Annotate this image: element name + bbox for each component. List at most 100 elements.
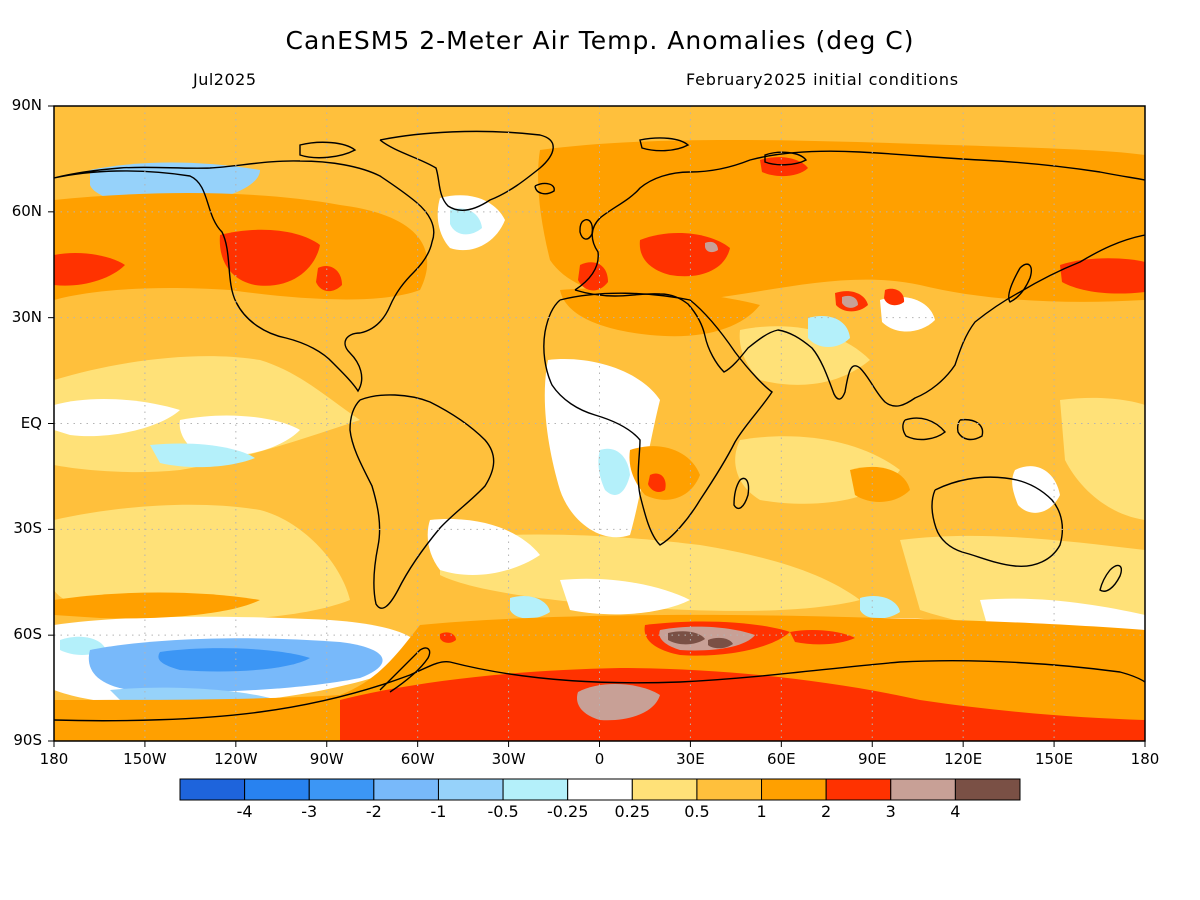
anomaly-region bbox=[705, 241, 718, 253]
coastline bbox=[902, 417, 946, 441]
colorbar bbox=[179, 778, 1021, 801]
anomaly-region bbox=[1012, 466, 1060, 513]
anomaly-region bbox=[598, 448, 630, 495]
lon-tick-label: 180 bbox=[1130, 750, 1160, 768]
colorbar-swatch bbox=[825, 778, 892, 801]
anomaly-region bbox=[440, 534, 860, 611]
anomaly-region bbox=[54, 504, 350, 620]
anomaly-region bbox=[316, 265, 342, 292]
colorbar-label: 0.5 bbox=[684, 802, 710, 821]
anomaly-region bbox=[708, 637, 733, 649]
anomaly-region bbox=[54, 253, 125, 286]
anomaly-region bbox=[760, 157, 808, 177]
lat-tick-label: EQ bbox=[20, 413, 42, 432]
anomaly-region bbox=[219, 229, 320, 286]
colorbar-swatch bbox=[696, 778, 763, 801]
colorbar-swatch bbox=[954, 778, 1021, 801]
coastline bbox=[349, 394, 495, 609]
anomaly-field bbox=[54, 140, 1145, 741]
lon-tick-label: 60W bbox=[400, 750, 435, 768]
coastline bbox=[579, 218, 594, 240]
lon-tick-label: 180 bbox=[39, 750, 69, 768]
colorbar-label: -0.25 bbox=[546, 802, 589, 821]
lon-tick-label: 150E bbox=[1035, 750, 1074, 768]
anomaly-region bbox=[808, 316, 850, 347]
coastline bbox=[54, 660, 1145, 722]
lon-tick-label: 60E bbox=[767, 750, 796, 768]
anomaly-region bbox=[850, 466, 910, 502]
map-title: CanESM5 2-Meter Air Temp. Anomalies (deg… bbox=[285, 26, 915, 55]
colorbar-swatch bbox=[437, 778, 504, 801]
coastline bbox=[379, 130, 554, 211]
colorbar-label: -4 bbox=[236, 802, 253, 821]
coastline bbox=[639, 137, 690, 152]
colorbar-label: -0.5 bbox=[487, 802, 519, 821]
anomaly-region bbox=[884, 288, 905, 306]
lon-tick-label: 150W bbox=[123, 750, 167, 768]
anomaly-region bbox=[860, 595, 900, 619]
colorbar-label: 1 bbox=[756, 802, 767, 821]
anomaly-region bbox=[576, 684, 660, 721]
colorbar-swatch bbox=[567, 778, 633, 801]
colorbar-label: 3 bbox=[885, 802, 896, 821]
anomaly-region bbox=[560, 578, 690, 615]
lat-tick-label: 30N bbox=[11, 307, 42, 326]
coastline bbox=[574, 150, 1145, 291]
anomaly-region bbox=[538, 140, 1145, 302]
lon-tick-label: 90E bbox=[857, 750, 887, 768]
coastlines bbox=[54, 130, 1145, 722]
colorbar-swatch bbox=[373, 778, 439, 801]
anomaly-region bbox=[54, 592, 260, 619]
lon-tick-label: 30E bbox=[676, 750, 705, 768]
colorbar-label: -2 bbox=[365, 802, 382, 821]
anomaly-region bbox=[578, 262, 608, 291]
anomaly-region bbox=[54, 356, 360, 473]
anomaly-region bbox=[427, 519, 540, 575]
anomaly-region bbox=[629, 446, 700, 500]
colorbar-swatch bbox=[244, 778, 310, 801]
coastline bbox=[733, 477, 750, 510]
colorbar-label: -3 bbox=[301, 802, 318, 821]
lon-tick-label: 120E bbox=[944, 750, 983, 768]
anomaly-region bbox=[150, 443, 255, 468]
coastline bbox=[1099, 564, 1122, 592]
coastline bbox=[764, 151, 808, 166]
colorbar-swatch bbox=[308, 778, 375, 801]
valid-month-label: Jul2025 bbox=[193, 70, 257, 89]
colorbar-swatch bbox=[631, 778, 698, 801]
colorbar-swatch bbox=[179, 778, 246, 801]
anomaly-region bbox=[648, 473, 666, 493]
coastline bbox=[54, 160, 435, 393]
anomaly-region bbox=[450, 208, 482, 235]
colorbar-swatch bbox=[502, 778, 569, 801]
anomaly-region bbox=[1060, 397, 1145, 520]
init-conditions-label: February2025 initial conditions bbox=[686, 70, 959, 89]
colorbar-label: 2 bbox=[821, 802, 832, 821]
anomaly-region bbox=[790, 630, 855, 645]
anomaly-region bbox=[158, 648, 310, 672]
colorbar-swatch bbox=[761, 778, 827, 801]
lat-tick-label: 90S bbox=[13, 731, 42, 749]
lon-tick-label: 30W bbox=[491, 750, 526, 768]
coastline bbox=[543, 292, 773, 546]
axis-ticks bbox=[48, 105, 1146, 747]
anomaly-region bbox=[510, 595, 550, 619]
coastline bbox=[574, 234, 1145, 407]
anomaly-region bbox=[880, 296, 935, 332]
lon-tick-label: 0 bbox=[594, 750, 605, 768]
anomaly-region bbox=[340, 668, 1145, 741]
lat-tick-label: 90N bbox=[11, 96, 42, 114]
colorbar-swatch bbox=[890, 778, 956, 801]
anomaly-region bbox=[668, 631, 705, 645]
lat-tick-label: 30S bbox=[13, 519, 42, 538]
coastline bbox=[299, 141, 357, 159]
colorbar-label: 0.25 bbox=[614, 802, 651, 821]
anomaly-region bbox=[842, 295, 858, 308]
anomaly-region bbox=[1060, 258, 1145, 294]
anomaly-region bbox=[54, 398, 180, 437]
coastline bbox=[931, 476, 1064, 567]
anomaly-region bbox=[560, 288, 760, 337]
lat-tick-label: 60S bbox=[13, 625, 42, 644]
lon-tick-label: 90W bbox=[309, 750, 344, 768]
